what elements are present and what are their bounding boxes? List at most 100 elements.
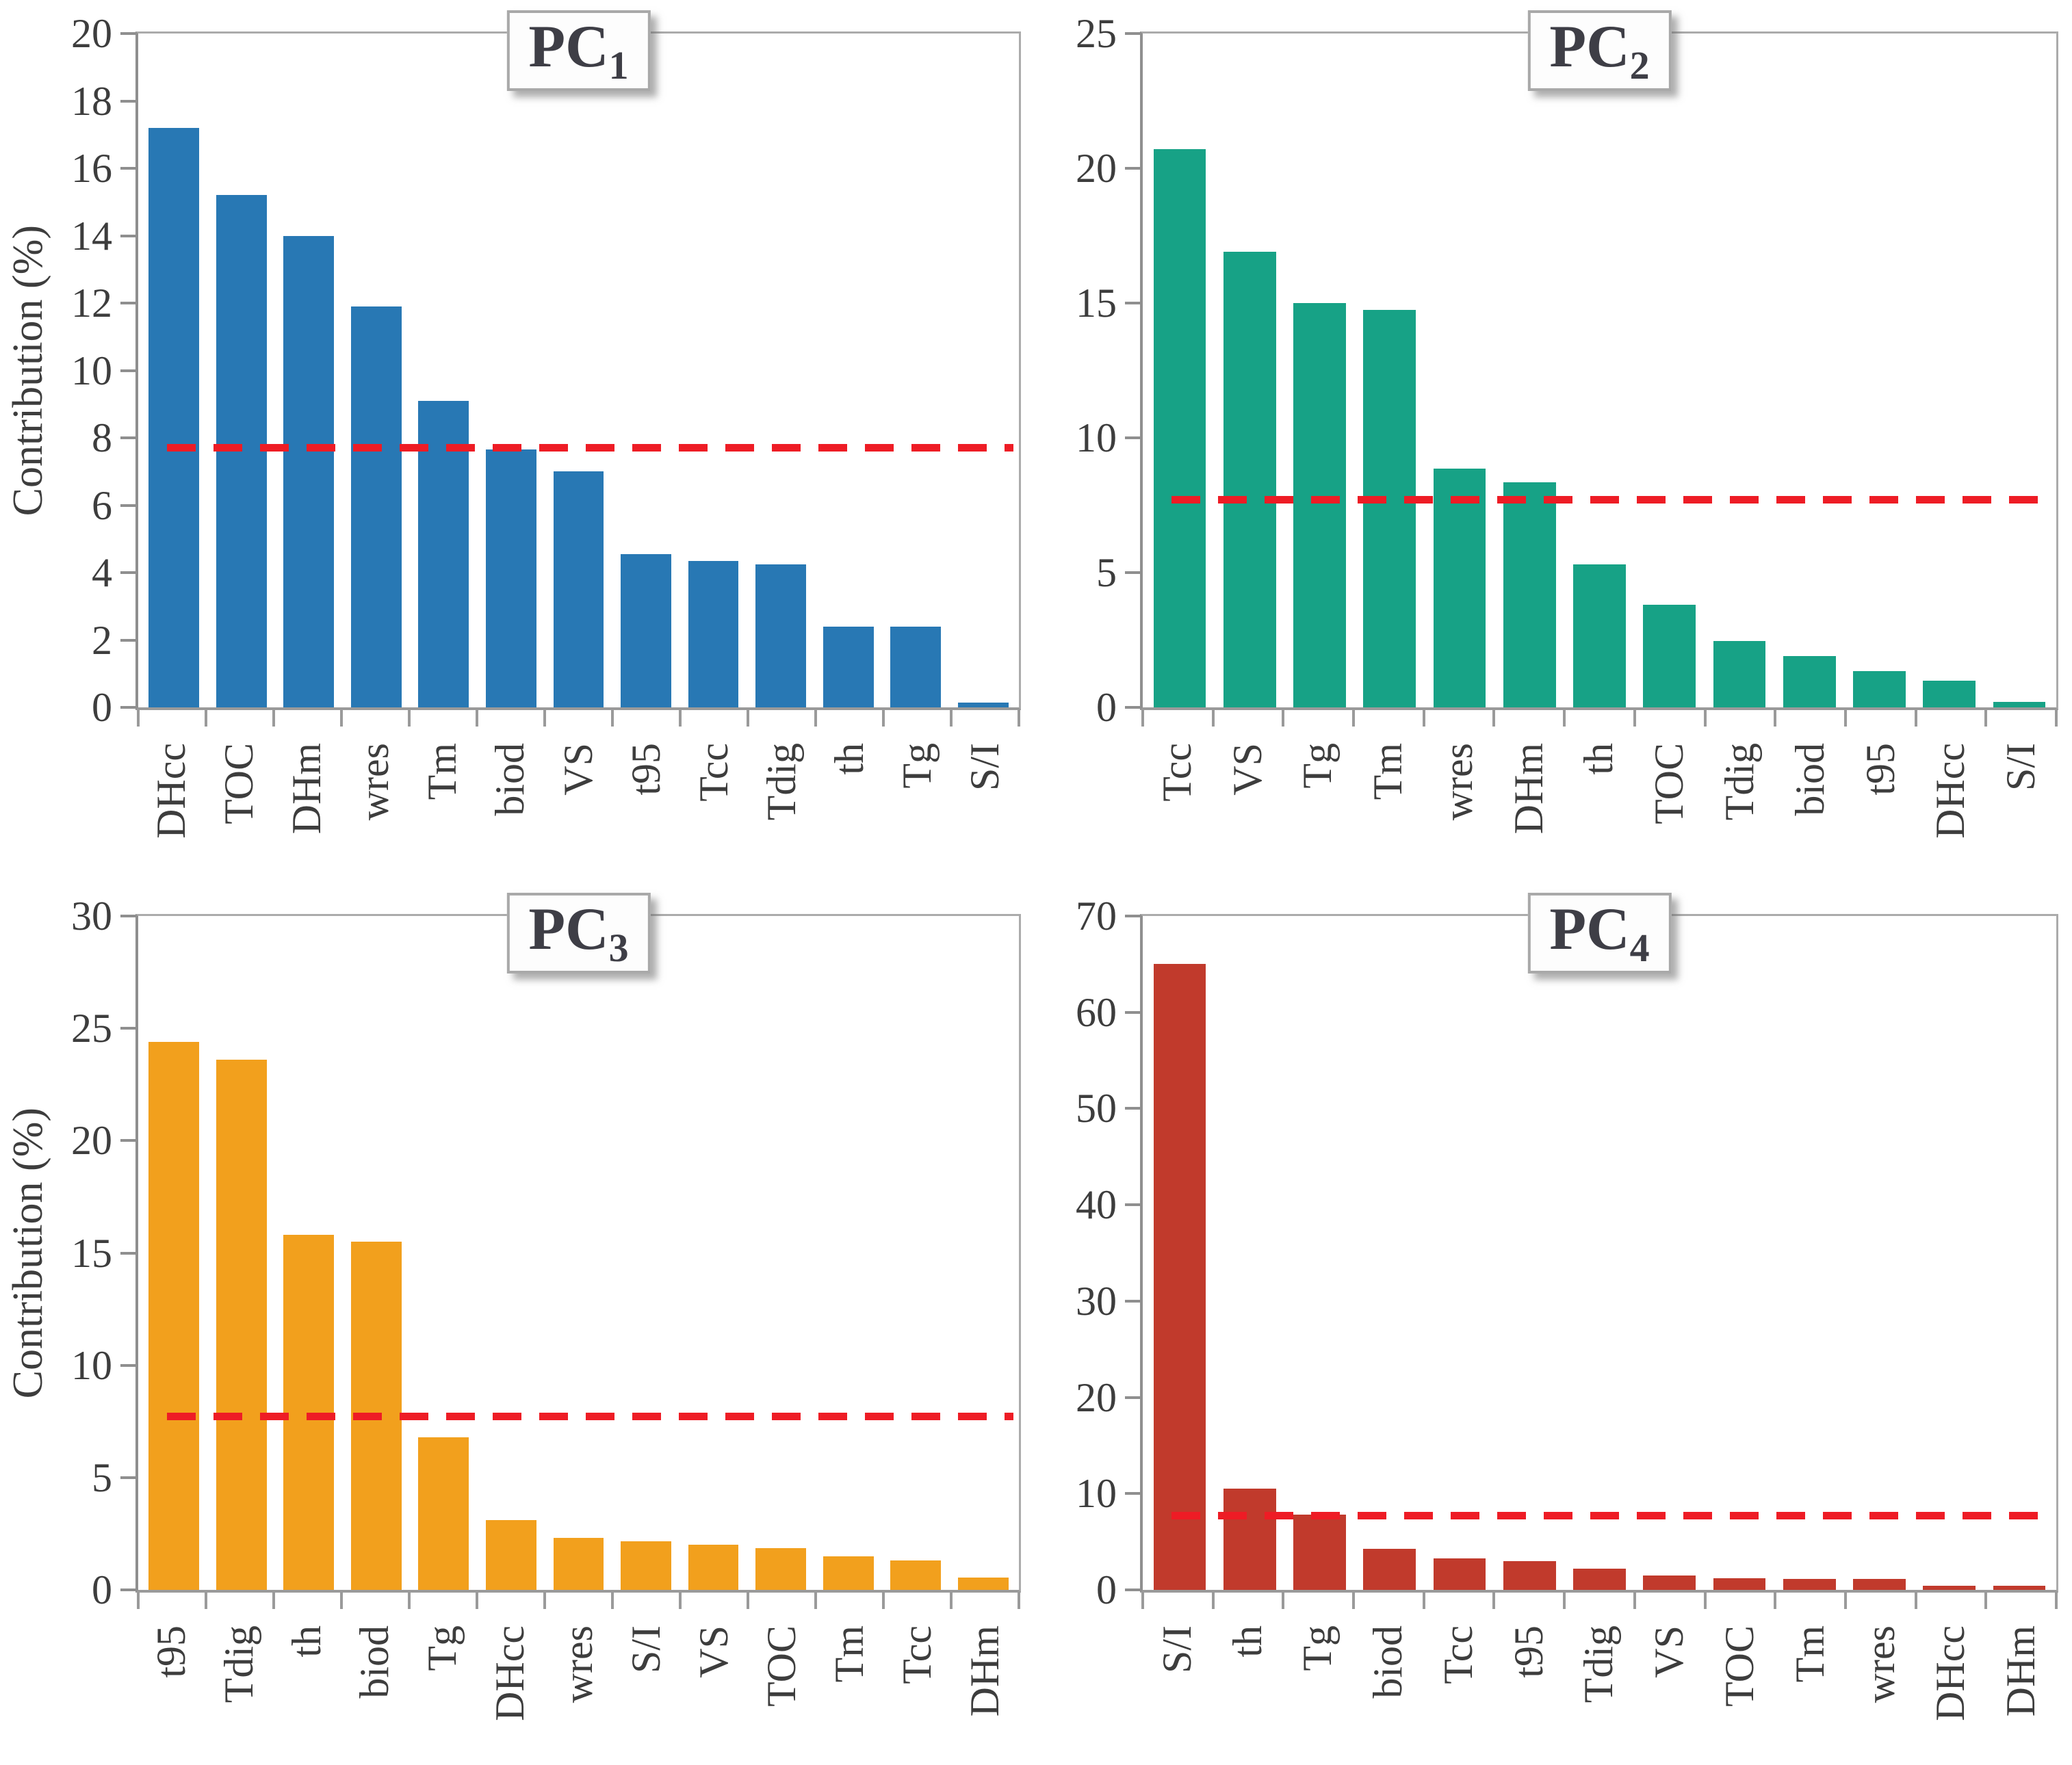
bar-Tm [1783,1578,1836,1590]
x-label-TOC: TOC [758,1625,804,1707]
x-tick [137,1593,140,1609]
x-tick [814,710,817,727]
x-tick [950,1593,953,1609]
bar-slot [1774,916,1844,1590]
bar-DHm [283,235,335,707]
y-tick-label: 10 [1076,415,1117,460]
x-label-Tm: Tm [826,1625,872,1683]
x-label-slot: th [1564,733,1635,882]
x-label-slot: TOC [748,1616,816,1765]
y-tick-label: 12 [71,280,112,326]
x-tick [1141,1593,1144,1609]
x-label-TOC: TOC [216,743,262,824]
x-label-Tcc: Tcc [690,743,736,802]
y-tick-mark [1125,302,1140,304]
x-label-slot: DHm [1494,733,1564,882]
y-tick-mark [120,1363,135,1367]
y-tick-mark [120,436,135,439]
x-tick [1018,710,1020,727]
threshold-line [1171,495,2051,504]
bar-slot [1635,34,1705,707]
y-tick-mark [1125,571,1140,574]
y-tick-label: 20 [71,11,112,56]
x-axis-labels: DHcc TOC DHm wres Tm biod VS t95 Tcc Tdig th Tg S/I [135,733,1021,882]
x-label-slot: TOC [1705,1616,1775,1765]
y-tick-label: 18 [71,78,112,124]
y-tick-mark [1125,1588,1140,1591]
bar-slot [275,34,343,707]
x-tick [1492,710,1496,727]
x-label-th: th [1224,1625,1270,1658]
bar-Tg [418,1437,469,1590]
plot-area: PC4 0 10 20 30 40 50 60 70 [1076,893,2058,1612]
x-label-Tdig: Tdig [216,1625,262,1703]
y-tick-label: 14 [71,213,112,259]
x-label-slot: Tdig [748,733,816,882]
chart-panel-pc3: Contribution (%) PC3 0 5 10 15 20 25 30 t95 Tdi… [0,882,1036,1765]
threshold-line [167,1413,1013,1421]
x-label-slot: Tg [1283,1616,1354,1765]
x-label-slot: biod [341,1616,409,1765]
bar-slot [814,34,882,707]
x-label-wres: wres [352,743,398,821]
x-tick [1282,710,1285,727]
x-tick [1422,710,1425,727]
x-label-slot: th [273,1616,341,1765]
y-tick-label: 25 [1076,11,1117,56]
threshold-line [1171,1511,2051,1519]
plot-area: PC3 0 5 10 15 20 25 30 [71,893,1021,1612]
chart-title-sub: 3 [608,926,629,970]
y-tick-label: 10 [1076,1471,1117,1517]
bar-slot [1425,916,1494,1590]
x-label-DHm: DHm [1505,743,1551,835]
x-label-slot: th [1213,1616,1283,1765]
chart-title: PC4 [1527,893,1672,974]
x-tick [611,1593,614,1609]
bar-slot [1844,34,1914,707]
y-tick-mark [1125,1299,1140,1303]
bar-DHcc [148,127,200,707]
bar-Tg [890,626,942,707]
bar-biod [1363,1548,1416,1590]
x-label-VS: VS [1646,1625,1692,1678]
x-label-DHcc: DHcc [1928,743,1973,839]
chart-title: PC3 [506,893,651,974]
bar-Tg [1293,303,1346,707]
bar-VS [1643,1575,1696,1590]
plot-area: PC1 0 2 4 6 8 10 12 14 16 18 20 [71,10,1021,730]
x-tick [1563,1593,1566,1609]
x-tick [1563,710,1566,727]
x-label-slot: DHcc [1915,1616,1986,1765]
y-tick-mark [1125,167,1140,170]
y-tick-label: 0 [1096,1567,1117,1612]
bar-slot [1145,916,1215,1590]
x-label-t95: t95 [623,743,669,796]
bar-slot [208,916,276,1590]
x-tick [1914,710,1917,727]
bar-th [823,626,874,707]
bar-t95 [1853,670,1906,707]
bar-DHm [957,1577,1009,1590]
y-tick-mark [120,504,135,507]
x-label-slot: Tg [409,1616,476,1765]
x-label-slot: VS [680,1616,748,1765]
plot-area: PC2 0 5 10 15 20 25 [1076,10,2058,730]
x-tick [1633,1593,1636,1609]
x-label-slot: th [816,733,883,882]
x-label-slot: S/I [951,733,1019,882]
x-tick [679,1593,682,1609]
x-tick [205,1593,207,1609]
x-tick [476,1593,478,1609]
x-label-th: th [826,743,872,775]
x-label-slot: S/I [1142,1616,1213,1765]
bar-Tcc [890,1560,942,1590]
x-label-Tg: Tg [894,743,940,789]
x-tick [408,710,411,727]
chart-panel-pc4: PC4 0 10 20 30 40 50 60 70 S/I th Tg biod Tcc t95 Tdi… [1036,882,2072,1765]
x-axis-labels: Tcc VS Tg Tm wres DHm th TOC Tdig biod t95 DHcc S/I [1140,733,2058,882]
y-tick-label: 0 [92,1567,112,1612]
bar-slot [545,34,612,707]
bar-slot [679,916,747,1590]
y-tick-mark [120,302,135,304]
bar-Tdig [755,564,806,707]
